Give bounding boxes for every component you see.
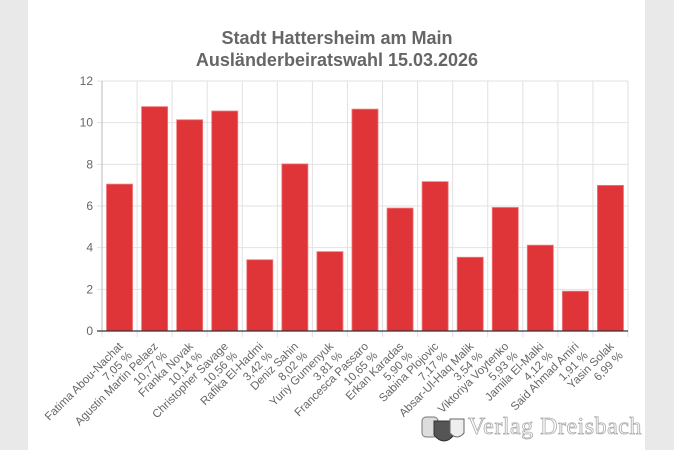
y-tick-label: 0	[86, 324, 93, 338]
y-tick-label: 12	[80, 74, 94, 88]
bar	[386, 207, 414, 332]
watermark: Verlag Dreisbach	[420, 411, 670, 447]
y-tick-label: 8	[86, 157, 93, 171]
chart-title-line-2: Ausländerbeiratswahl 15.03.2026	[195, 50, 479, 70]
bar	[141, 106, 169, 332]
watermark-text: Verlag Dreisbach	[468, 414, 642, 441]
bar	[176, 119, 204, 332]
bar	[106, 183, 133, 332]
bar	[246, 259, 274, 332]
y-tick-label: 10	[80, 116, 94, 130]
bar	[351, 108, 379, 332]
bar	[211, 110, 239, 332]
bar	[491, 207, 519, 332]
crest-logo-icon	[421, 416, 465, 442]
bar	[421, 181, 449, 332]
chart-title-line-1: Stadt Hattersheim am Main	[221, 28, 453, 48]
bar	[456, 256, 484, 332]
y-tick-label: 4	[86, 241, 93, 255]
bar	[316, 251, 344, 332]
bar	[597, 184, 624, 332]
y-tick-label: 2	[86, 282, 93, 296]
bar	[561, 290, 589, 332]
bar	[526, 244, 554, 332]
y-tick-label: 6	[86, 199, 93, 213]
bar	[281, 163, 309, 332]
